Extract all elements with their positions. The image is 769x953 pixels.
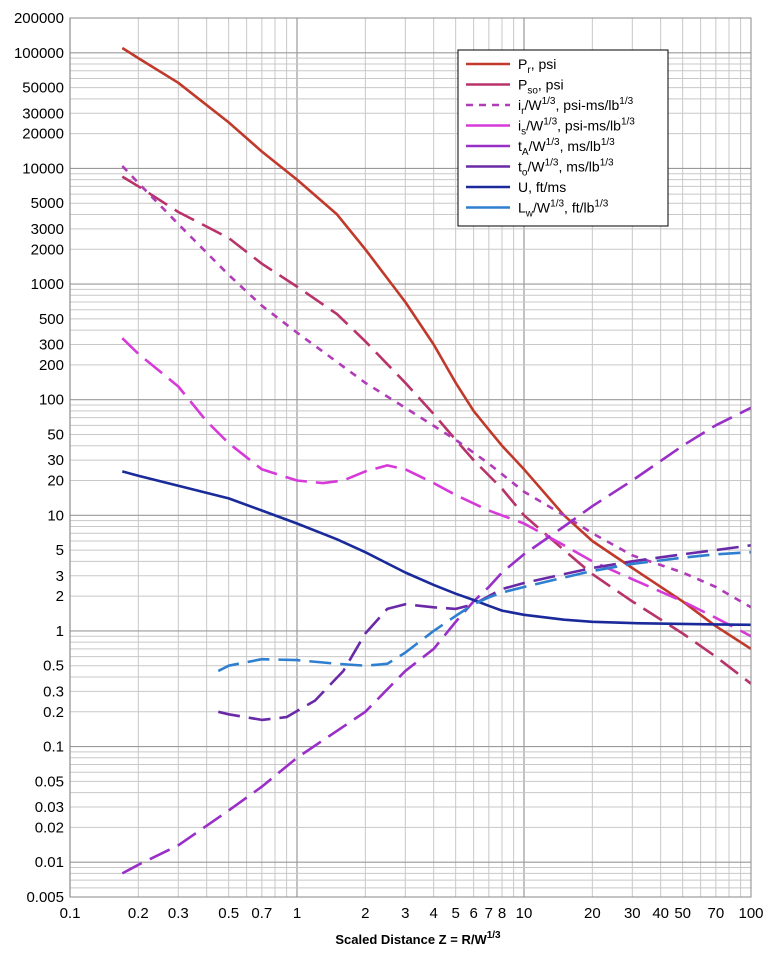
- x-axis-title: Scaled Distance Z = R/W1/3: [335, 930, 501, 947]
- series-line-pr: [121, 46, 751, 650]
- legend-box: [457, 49, 669, 227]
- y-tick-label: 0.1: [43, 739, 64, 756]
- x-tick-label: 20: [584, 905, 601, 922]
- y-tick-label: 0.02: [35, 819, 64, 836]
- y-tick-label: 0.3: [43, 683, 64, 700]
- y-tick-label: 3: [56, 568, 64, 585]
- y-tick-label: 0.2: [43, 704, 64, 721]
- y-tick-label: 0.05: [35, 773, 64, 790]
- x-tick-label: 70: [707, 905, 724, 922]
- y-tick-label: 20: [47, 473, 64, 490]
- grid: [69, 17, 751, 898]
- x-tick-label: 30: [624, 905, 641, 922]
- x-tick-label: 5: [451, 905, 459, 922]
- y-tick-label: 0.5: [43, 658, 64, 675]
- y-tick-label: 100000: [14, 45, 64, 62]
- x-tick-label: 50: [674, 905, 691, 922]
- y-tick-label: 30: [47, 452, 64, 469]
- series-line-pso: [121, 175, 751, 685]
- y-tick-label: 300: [39, 337, 64, 354]
- x-tick-label: 0.5: [218, 905, 239, 922]
- x-tick-label: 2: [361, 905, 369, 922]
- x-tick-label: 0.7: [251, 905, 272, 922]
- x-tick-label: 0.3: [168, 905, 189, 922]
- x-tick-label: 0.1: [60, 905, 81, 922]
- y-tick-label: 200000: [14, 10, 64, 27]
- legend-label-pso: Pso​, psi: [518, 77, 564, 97]
- series-line-ir: [121, 165, 751, 609]
- y-tick-label: 100: [39, 392, 64, 409]
- y-tick-label: 1000: [31, 276, 64, 293]
- x-tick-label: 1: [293, 905, 301, 922]
- y-axis-tick-labels: 2000001000005000030000200001000050003000…: [14, 10, 64, 906]
- y-tick-label: 5: [56, 542, 64, 559]
- y-tick-label: 30000: [22, 105, 64, 122]
- y-tick-label: 5000: [31, 195, 64, 212]
- legend-label-to: to​/W1/3​, ms/lb1/3​: [518, 158, 614, 179]
- x-tick-label: 6: [469, 905, 477, 922]
- x-tick-label: 7: [485, 905, 493, 922]
- y-tick-label: 10: [47, 507, 64, 524]
- series-line-lw: [217, 550, 751, 673]
- y-tick-label: 10000: [22, 160, 64, 177]
- series-line-is: [121, 337, 751, 638]
- y-tick-label: 500: [39, 311, 64, 328]
- legend-label-is: is​/W1/3​, psi-ms/lb1/3​: [518, 117, 635, 138]
- legend-label-ir: ir​/W1/3​, psi-ms/lb1/3​: [518, 96, 634, 117]
- x-tick-label: 4: [429, 905, 437, 922]
- y-tick-label: 2000: [31, 241, 64, 258]
- series-line-u: [121, 470, 751, 627]
- x-tick-label: 0.2: [128, 905, 149, 922]
- plot-frame: [69, 17, 752, 898]
- y-tick-label: 0.01: [35, 854, 64, 871]
- y-tick-label: 0.005: [26, 889, 64, 906]
- legend-label-pr: Pr​, psi: [518, 56, 556, 76]
- y-tick-label: 20000: [22, 126, 64, 143]
- y-tick-label: 0.03: [35, 799, 64, 816]
- x-tick-label: 3: [401, 905, 409, 922]
- legend-label-u: U, ft/ms: [518, 179, 566, 195]
- series-lines: [121, 46, 751, 875]
- x-tick-label: 10: [516, 905, 533, 922]
- y-tick-label: 1: [56, 623, 64, 640]
- y-tick-label: 200: [39, 357, 64, 374]
- x-tick-label: 8: [498, 905, 506, 922]
- series-line-to: [217, 544, 751, 722]
- y-tick-label: 2: [56, 588, 64, 605]
- x-tick-label: 100: [738, 905, 763, 922]
- y-tick-label: 3000: [31, 221, 64, 238]
- x-axis-tick-labels: 0.1 0.2 0.3 0.5 0.7 1 2 3 4 5 6 7 8 10 20 30 40 50 70 100: [60, 905, 764, 922]
- legend-label-lw: Lw​/W1/3​, ft/lb1/3​: [518, 199, 609, 220]
- y-tick-label: 50: [47, 426, 64, 443]
- y-tick-label: 50000: [22, 80, 64, 97]
- x-tick-label: 40: [652, 905, 669, 922]
- series-line-ta: [121, 406, 751, 875]
- legend-label-ta: tA​/W1/3​, ms/lb1/3​: [518, 137, 615, 158]
